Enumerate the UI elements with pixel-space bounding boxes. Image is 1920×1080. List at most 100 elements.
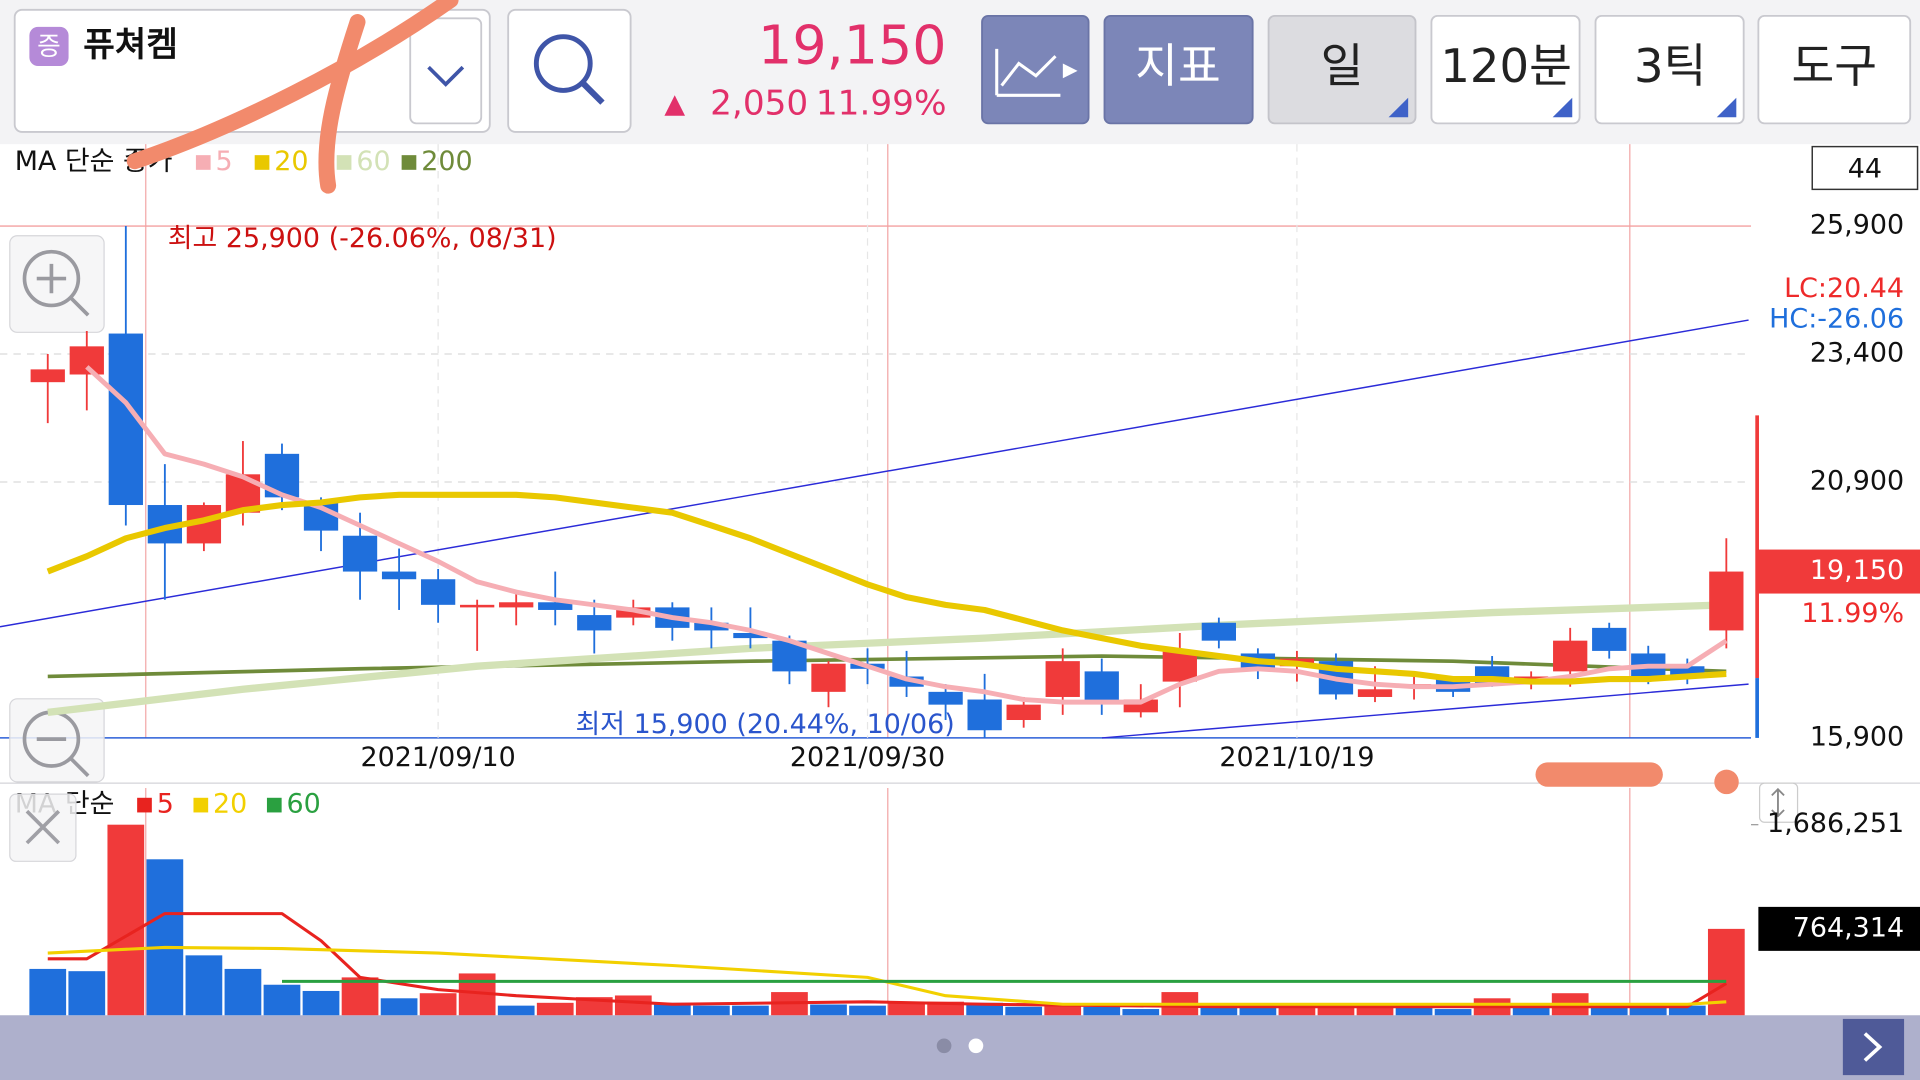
legend-label: 60 xyxy=(356,146,390,177)
candle-body xyxy=(69,346,104,375)
y-tick-label: 25,900 xyxy=(1810,210,1904,241)
candle-body xyxy=(460,604,495,608)
candle-body xyxy=(381,571,417,580)
candle-body xyxy=(342,535,378,572)
legend-swatch xyxy=(195,155,211,170)
volume-bar xyxy=(614,995,652,1016)
volume-bar xyxy=(185,955,223,1016)
volume-bar xyxy=(1590,1006,1628,1016)
bottom-bar xyxy=(0,1015,1920,1080)
volume-bar xyxy=(536,1002,574,1016)
search-icon xyxy=(580,80,605,105)
indicator-button[interactable] xyxy=(1103,14,1254,125)
search-icon xyxy=(533,34,593,93)
candle-body xyxy=(1006,704,1041,721)
price-change: 2,050 xyxy=(710,84,808,124)
tick-button[interactable] xyxy=(1594,14,1745,125)
volume-bar xyxy=(68,971,106,1016)
legend-label: 60 xyxy=(287,789,321,820)
candle-count: 44 xyxy=(1848,153,1882,184)
candle-body xyxy=(577,615,612,631)
candle-body xyxy=(30,369,65,383)
button-label: 3틱 xyxy=(1634,39,1706,93)
y-tick-label: 15,900 xyxy=(1810,721,1904,752)
volume-bar xyxy=(341,977,379,1016)
candle-body xyxy=(1553,640,1588,672)
low-annotation: 최저 15,900 (20.44%, 10/06) xyxy=(576,709,955,740)
ma-line xyxy=(85,365,1728,705)
resize-icon xyxy=(1771,787,1785,818)
scribble xyxy=(1714,769,1739,795)
legend-swatch xyxy=(401,155,417,170)
current-price-tag xyxy=(1758,549,1920,594)
chevron-icon xyxy=(427,65,465,87)
change-percent: 11.99% xyxy=(816,84,947,124)
legend-swatch xyxy=(137,797,152,813)
candle-body xyxy=(1592,627,1627,651)
badge-bg xyxy=(29,26,69,66)
price-legend: 5 20 60 200 xyxy=(195,146,473,177)
period-button[interactable] xyxy=(1267,14,1417,125)
legend-swatch xyxy=(254,155,270,170)
candle-body xyxy=(733,632,768,639)
volume-bar xyxy=(653,1002,691,1016)
current-price-label: 19,150 xyxy=(1810,555,1904,586)
current-change-label: 11.99% xyxy=(1801,598,1904,629)
volume-bar xyxy=(732,1005,769,1016)
y-tick-label: 20,900 xyxy=(1810,466,1904,497)
hc-label: HC:-26.06 xyxy=(1769,304,1904,335)
legend-swatch xyxy=(266,797,282,813)
lc-label: LC:20.44 xyxy=(1784,273,1904,304)
close-icon xyxy=(25,809,61,845)
search-button[interactable] xyxy=(507,8,632,133)
volume-bar xyxy=(1044,1004,1082,1016)
candle-body xyxy=(616,607,651,618)
volume-bar xyxy=(146,859,184,1016)
candle-body xyxy=(1162,650,1197,682)
ma-line xyxy=(47,601,1727,717)
volume-bar xyxy=(810,1004,847,1016)
scribble xyxy=(126,0,459,170)
minute-button[interactable] xyxy=(1430,14,1581,125)
volume-bar xyxy=(419,993,457,1016)
candle-body xyxy=(1670,666,1705,677)
dropdown-button[interactable] xyxy=(409,17,483,125)
high-annotation: 최고 25,900 (-26.06%, 08/31) xyxy=(168,223,557,254)
count-box xyxy=(1811,145,1919,191)
candle-body xyxy=(1045,661,1080,697)
volume-bar xyxy=(1200,1005,1238,1016)
y-tick-label: 23,400 xyxy=(1810,338,1904,369)
button-label: 지표 xyxy=(1135,39,1221,93)
volume-bar xyxy=(497,1005,535,1016)
volume-bar xyxy=(849,1005,886,1016)
ma-line xyxy=(47,654,1727,679)
volume-bar xyxy=(1083,1006,1121,1016)
candle-body xyxy=(967,699,1002,731)
page-dot[interactable] xyxy=(936,1038,952,1054)
change-arrow: ▲ xyxy=(664,89,685,120)
candle-body xyxy=(499,602,534,608)
legend-label: 20 xyxy=(274,146,308,177)
legend-label: 5 xyxy=(216,146,233,177)
volume-bar xyxy=(1512,1007,1550,1016)
zoom-in-icon xyxy=(36,263,90,317)
candle-body xyxy=(811,663,846,692)
stock-selector[interactable] xyxy=(13,8,491,133)
volume-bar xyxy=(1629,1006,1667,1016)
volume-bar xyxy=(224,968,262,1016)
candle-body xyxy=(1357,689,1393,697)
candle-body xyxy=(420,579,456,605)
volume-bar xyxy=(107,824,145,1016)
page-dot[interactable] xyxy=(968,1038,984,1054)
legend-label: 20 xyxy=(213,789,247,820)
button-label: 일 xyxy=(1321,39,1364,93)
x-tick-label: 2021/09/30 xyxy=(790,742,945,773)
volume-bar xyxy=(1395,1007,1433,1016)
volume-bar xyxy=(1707,928,1745,1016)
volume-bar xyxy=(263,984,301,1016)
tool-button[interactable] xyxy=(1757,14,1912,125)
button-label: 도구 xyxy=(1791,39,1877,93)
next-button[interactable] xyxy=(1842,1018,1905,1076)
legend-swatch xyxy=(336,155,352,170)
volume-bar xyxy=(693,1005,730,1016)
